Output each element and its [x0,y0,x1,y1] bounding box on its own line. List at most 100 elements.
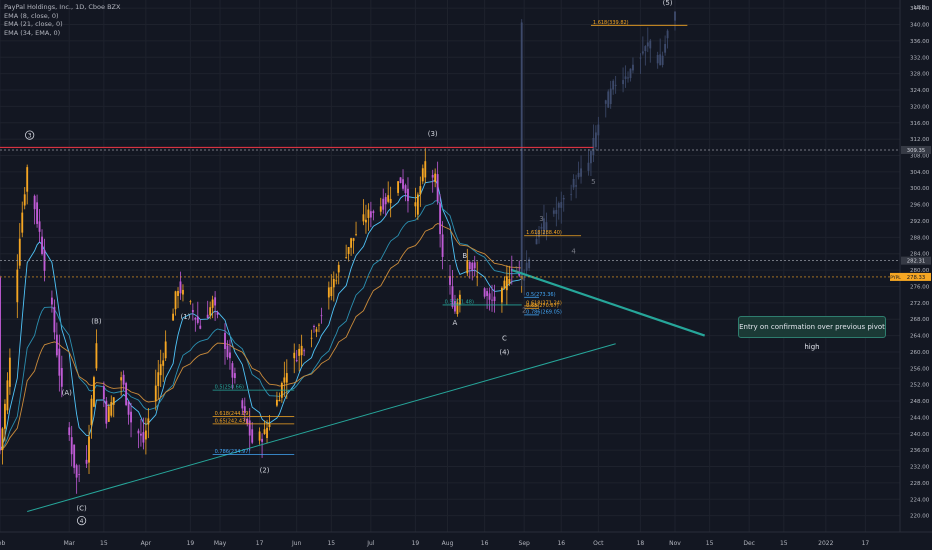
price-tick-label: 284.00 [910,252,930,258]
projection-candle [639,57,642,59]
candle [404,185,407,194]
candle [350,238,353,248]
price-tick-label: 276.00 [910,284,930,290]
price-tick-label: 328.00 [910,72,930,78]
projection-candle [614,84,617,86]
candle [95,343,98,369]
time-tick-label: Mar [64,540,76,547]
price-tick-label: 324.00 [910,88,930,94]
wave-label: A [453,319,458,327]
candle [251,429,254,443]
legend-ema-21[interactable]: EMA (21, close, 0) [4,20,63,28]
projection-candle [520,22,523,276]
wave-label: 3 [28,133,32,140]
projection-candle [535,238,538,245]
projection-candle [552,210,555,214]
candle [243,406,246,413]
candle [505,276,508,291]
time-axis[interactable]: Feb Mar 15 Apr 19 May 17 Jun 15 Jul 19 Aug 16 Sep 16 Oc… [0,531,932,547]
candle [275,399,278,406]
candle [298,348,301,356]
time-tick-label: 16 [481,540,489,547]
projection-candles [520,11,676,296]
candle [493,296,496,302]
projection-candle [646,42,649,47]
wave-label: B [462,252,467,260]
price-tick-label: 332.00 [910,55,930,61]
candle [1,428,4,451]
candle [120,377,123,381]
candle [414,202,417,207]
projection-candle [609,88,612,105]
candle [362,214,365,222]
candle [6,380,9,411]
wave-label: 4 [80,518,84,525]
wave-annotations: (5) 3 (3) (B) (1) (A) (2) (C) 4 B A C (4) 1 2 3 4 5 [25,0,673,526]
projection-candle [649,40,652,49]
candle [102,386,105,400]
price-tick-label: 264.00 [910,334,930,340]
candle [55,334,58,356]
candle [248,420,251,436]
candle [226,345,229,358]
price-tick-label: 272.00 [910,301,930,307]
symbol-tag-box [890,272,901,281]
wave-label: (A) [62,389,73,397]
price-tick-label: 232.00 [910,465,930,471]
price-tick-label: 308.00 [910,154,930,160]
candle [164,341,167,359]
time-tick-label: 15 [780,540,788,547]
candle [327,287,330,298]
price-tick-label: 228.00 [910,481,930,487]
projection-candle [587,162,590,171]
candle [330,286,333,297]
candle [365,219,367,223]
price-tick-label: 296.00 [910,203,930,209]
candle [241,400,244,409]
candle [454,301,456,312]
candle [162,360,165,366]
time-tick-label: Apr [141,540,152,547]
time-tick-label: Jun [291,540,302,547]
candle [483,288,486,297]
candle [508,278,511,284]
candle [127,401,130,415]
candle [33,195,36,210]
price-tick-label: 248.00 [910,399,930,405]
candle [130,411,132,423]
candle [137,430,140,434]
candle [4,403,6,429]
time-tick-label: 15 [100,540,108,547]
price-tick-label: 292.00 [910,219,930,225]
wave-label: (B) [91,317,102,325]
entry-callout: Entry on confirmation over previous pivo… [738,316,886,351]
candle [233,373,236,379]
candle [503,280,506,289]
candle [23,194,26,206]
candle [399,177,402,184]
candle [263,429,266,435]
candle [491,299,493,301]
legend-ema-8[interactable]: EMA (8, close, 0) [4,11,59,20]
projection-candle [661,55,664,65]
projection-candle [570,194,573,196]
time-tick-label: 19 [187,540,195,547]
projection-candle [580,168,582,177]
time-tick-label: May [214,540,227,547]
projection-candle [624,76,627,80]
candle [293,352,296,359]
legend-title[interactable]: PayPal Holdings, Inc., 1D, Cboe BZX [4,3,121,11]
projection-candle [644,46,647,52]
fib-label: 0.5(271.48) [445,299,474,305]
candle [379,206,382,212]
projection-candle [607,91,610,108]
legend-ema-34[interactable]: EMA (34, EMA, 0) [4,28,61,37]
candle [372,211,375,213]
candle [436,174,439,202]
candle [261,438,264,442]
candle [486,291,489,296]
candle [85,459,88,464]
candle [38,221,41,232]
projection-candle [656,55,659,64]
